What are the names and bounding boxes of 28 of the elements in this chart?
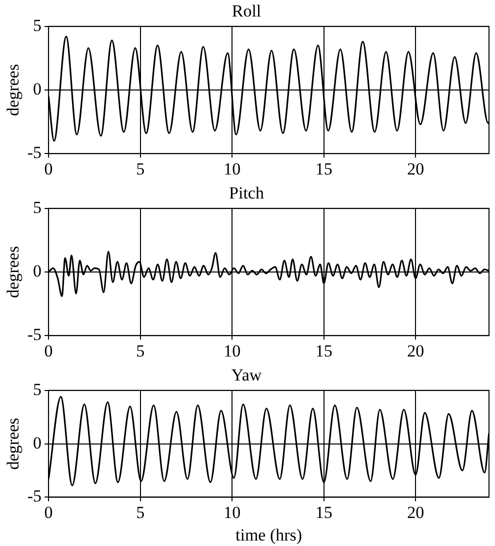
y-tick-label: -5 — [27, 486, 42, 506]
y-tick-label: -5 — [27, 325, 42, 344]
y-tick-label: 0 — [33, 79, 42, 98]
chart-title: Yaw — [231, 366, 262, 385]
y-tick-label: -5 — [27, 143, 42, 162]
chart-title: Roll — [232, 2, 262, 21]
y-tick-label: 0 — [33, 433, 42, 452]
x-tick-label: 10 — [224, 341, 241, 360]
x-tick-label: 15 — [315, 502, 332, 522]
y-axis-title: degrees — [4, 418, 23, 470]
y-axis-title: degrees — [4, 64, 23, 116]
x-tick-label: 5 — [136, 159, 145, 178]
chart-title: Pitch — [229, 184, 264, 203]
x-tick-label: 15 — [315, 341, 332, 360]
y-axis-title: degrees — [4, 246, 23, 298]
x-tick-label: 20 — [407, 159, 424, 178]
x-tick-label: 15 — [315, 159, 332, 178]
x-tick-label: 20 — [407, 341, 424, 360]
x-axis-title: time (hrs) — [235, 525, 302, 544]
y-tick-label: 5 — [33, 16, 42, 35]
x-tick-label: 10 — [224, 502, 241, 522]
x-tick-label: 20 — [407, 502, 424, 522]
x-tick-label: 10 — [224, 159, 241, 178]
y-tick-label: 5 — [33, 198, 42, 217]
y-tick-label: 5 — [33, 380, 42, 399]
x-tick-label: 5 — [136, 502, 145, 522]
x-tick-label: 5 — [136, 341, 145, 360]
y-tick-label: 0 — [33, 261, 42, 280]
